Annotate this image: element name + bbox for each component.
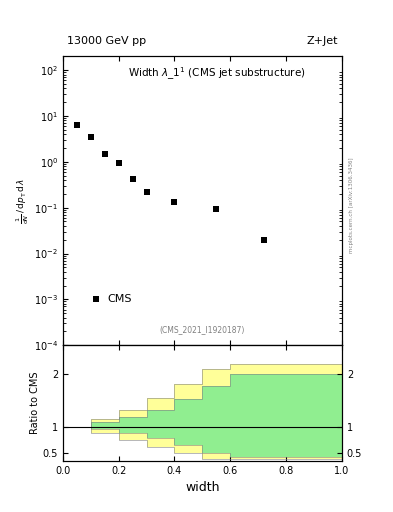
Text: Z+Jet: Z+Jet [307,36,338,46]
Text: Width $\lambda\_1^1$ (CMS jet substructure): Width $\lambda\_1^1$ (CMS jet substructu… [127,65,305,81]
X-axis label: width: width [185,481,220,494]
Y-axis label: Ratio to CMS: Ratio to CMS [30,372,40,434]
Text: mcplots.cern.ch [arXiv:1306.3436]: mcplots.cern.ch [arXiv:1306.3436] [349,157,354,252]
Text: 13000 GeV pp: 13000 GeV pp [67,36,146,46]
Text: CMS: CMS [108,294,132,304]
Y-axis label: $\frac{1}{\mathrm{d}N}\,/\,\mathrm{d}p_\mathrm{T}\,\mathrm{d}\,\lambda$: $\frac{1}{\mathrm{d}N}\,/\,\mathrm{d}p_\… [15,178,31,224]
Text: (CMS_2021_I1920187): (CMS_2021_I1920187) [160,325,245,334]
